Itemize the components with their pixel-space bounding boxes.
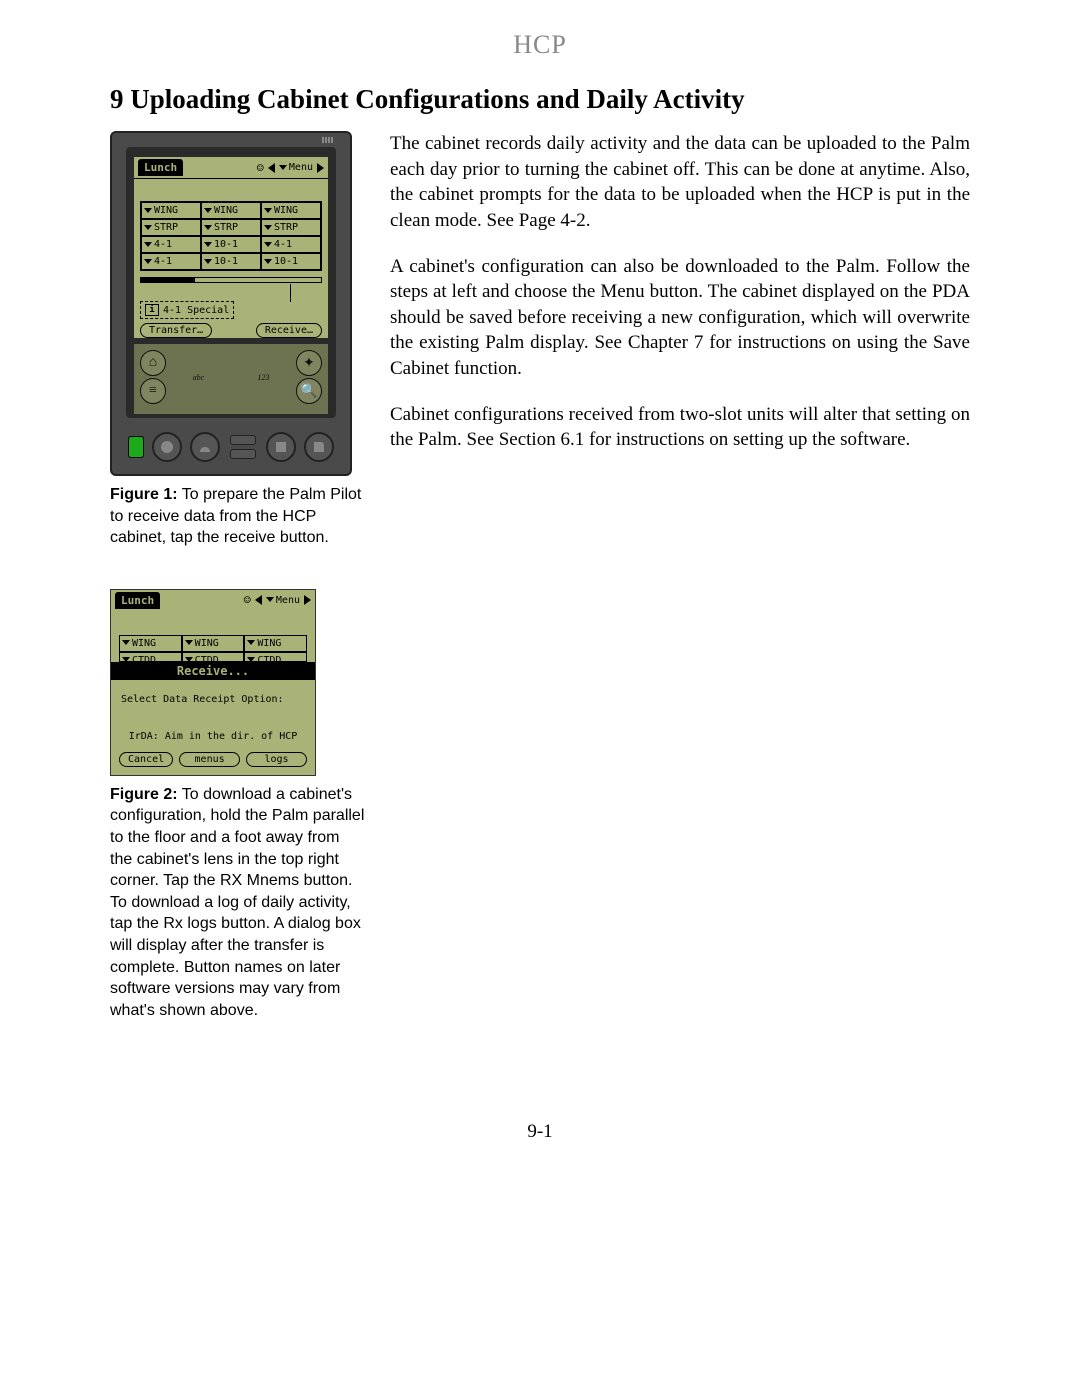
scroll-rocker[interactable] [228,430,258,464]
chapter-title: 9 Uploading Cabinet Configurations and D… [110,84,970,115]
progress-bar [140,277,322,283]
grid-row: STRP STRP STRP [141,219,321,236]
screen-tab-lunch[interactable]: Lunch [138,159,183,176]
figure1-palm-device: Lunch ☺ Menu WING WING WING [110,131,352,476]
info-icon: i [145,304,159,316]
applications-icon[interactable]: ⌂ [140,350,166,376]
calculator-icon[interactable]: ✦ [296,350,322,376]
grid-cell[interactable]: CTDD [182,652,245,662]
grid-row: 4-1 10-1 4-1 [141,236,321,253]
cancel-button[interactable]: Cancel [119,752,173,767]
grid-cell[interactable]: 10-1 [201,253,261,270]
screen2-tab-lunch[interactable]: Lunch [115,592,160,609]
graffiti-area[interactable]: ⌂ ≡ abc 123 ✦ 🔍 [134,344,328,414]
figure1-label: Figure 1: [110,486,178,503]
grid-cell[interactable]: STRP [141,219,201,236]
menu-icon[interactable]: ≡ [140,378,166,404]
special-label: 4-1 Special [163,305,229,316]
grid-cell[interactable]: WING [261,202,321,219]
receive-button[interactable]: Receive… [256,323,322,338]
receive-dialog-prompt: Select Data Receipt Option: [111,680,315,711]
grid-cell[interactable]: 4-1 [261,236,321,253]
grid-cell[interactable]: STRP [261,219,321,236]
dropdown-icon[interactable] [279,165,287,170]
irda-instruction: IrDA: Aim in the dir. of HCP [111,711,315,748]
grid-cell[interactable]: 4-1 [141,236,201,253]
figure2-caption-text: To download a cabinet's configuration, h… [110,786,364,1019]
grid-cell[interactable]: 10-1 [261,253,321,270]
body-paragraph-2: A cabinet's configuration can also be do… [390,254,970,382]
profile-icon[interactable]: ☺ [244,593,251,607]
product-grid: WING WING WING STRP STRP STRP 4-1 10-1 [140,201,322,271]
hardware-buttons [126,430,336,464]
grid-cell[interactable]: WING [201,202,261,219]
figure1-screen: Lunch ☺ Menu WING WING WING [134,157,328,338]
power-led-icon[interactable] [128,436,144,458]
transfer-button[interactable]: Transfer… [140,323,212,338]
graffiti-abc-label: abc [193,373,205,382]
nav-prev-icon[interactable] [268,163,275,173]
grid-cell[interactable]: CTDD [244,652,307,662]
grid-cell[interactable]: WING [182,635,245,652]
figure2-label: Figure 2: [110,786,178,803]
find-icon[interactable]: 🔍 [296,378,322,404]
figure2-caption: Figure 2: To download a cabinet's config… [110,784,366,1022]
grid-cell[interactable]: CTDD [119,652,182,662]
rx-menus-button[interactable]: menus [179,752,240,767]
address-hw-button[interactable] [190,432,220,462]
grid-row: WING WING WING [141,202,321,219]
product-grid: WING WING WING CTDD CTDD CTDD [119,635,307,662]
chapter-number: 9 [110,84,124,114]
special-item[interactable]: i 4-1 Special [140,301,234,319]
graffiti-123-label: 123 [257,373,269,382]
nav-next-icon[interactable] [317,163,324,173]
grid-cell[interactable]: WING [244,635,307,652]
grid-cell[interactable]: WING [141,202,201,219]
grid-cell[interactable]: 10-1 [201,236,261,253]
receive-dialog-title: Receive... [111,662,315,680]
profile-icon[interactable]: ☺ [257,161,264,175]
rx-logs-button[interactable]: logs [246,752,307,767]
datebook-hw-button[interactable] [152,432,182,462]
grid-row: 4-1 10-1 10-1 [141,253,321,270]
todo-hw-button[interactable] [266,432,296,462]
grid-row: WING WING WING [119,635,307,652]
memo-hw-button[interactable] [304,432,334,462]
nav-next-icon[interactable] [304,595,311,605]
grid-row: CTDD CTDD CTDD [119,652,307,662]
page-number: 9-1 [110,1121,970,1143]
nav-prev-icon[interactable] [255,595,262,605]
chapter-heading: Uploading Cabinet Configurations and Dai… [130,84,744,114]
body-paragraph-1: The cabinet records daily activity and t… [390,131,970,234]
dropdown-icon[interactable] [266,597,274,602]
menu-label[interactable]: Menu [289,162,313,173]
menu-label[interactable]: Menu [276,595,300,606]
grid-cell[interactable]: WING [119,635,182,652]
body-paragraph-3: Cabinet configurations received from two… [390,402,970,453]
ir-port-icon [322,137,338,147]
doc-header: HCP [110,30,970,60]
grid-cell[interactable]: STRP [201,219,261,236]
figure1-caption: Figure 1: To prepare the Palm Pilot to r… [110,484,366,549]
figure2-screen: Lunch ☺ Menu WING WING WING CTDD CTDD C [110,589,316,776]
grid-cell[interactable]: 4-1 [141,253,201,270]
